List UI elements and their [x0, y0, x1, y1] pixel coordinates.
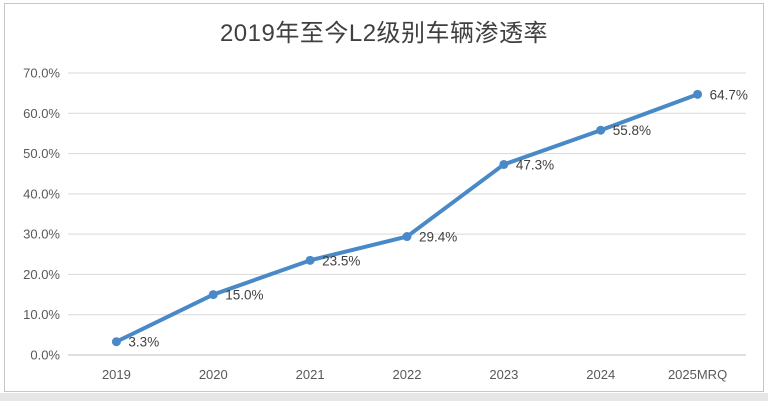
x-tick-label: 2023 — [489, 367, 518, 382]
y-tick-label: 50.0% — [23, 146, 60, 161]
x-tick-label: 2019 — [102, 367, 131, 382]
data-point-label: 55.8% — [613, 123, 651, 138]
y-tick-label: 20.0% — [23, 267, 60, 282]
data-point-label: 3.3% — [128, 335, 159, 350]
data-point-label: 15.0% — [225, 288, 263, 303]
y-tick-label: 70.0% — [23, 66, 60, 81]
data-point-marker — [499, 159, 509, 169]
data-point-label: 23.5% — [322, 253, 360, 268]
data-point-marker — [402, 232, 412, 242]
y-tick-label: 30.0% — [23, 227, 60, 242]
data-point-label: 47.3% — [516, 157, 554, 172]
x-tick-label: 2025MRQ — [668, 367, 727, 382]
data-point-marker — [305, 255, 315, 265]
page-bottom-strip — [0, 393, 768, 401]
x-tick-label: 2021 — [296, 367, 325, 382]
data-point-marker — [111, 337, 121, 347]
chart-title: 2019年至今L2级别车辆渗透率 — [219, 20, 549, 47]
y-tick-label: 0.0% — [30, 348, 60, 363]
x-tick-label: 2024 — [586, 367, 615, 382]
y-tick-label: 40.0% — [23, 186, 60, 201]
data-point-marker — [208, 290, 218, 300]
data-point-marker — [596, 125, 606, 135]
y-tick-label: 10.0% — [23, 307, 60, 322]
x-tick-label: 2020 — [199, 367, 228, 382]
data-point-marker — [693, 89, 703, 99]
y-tick-label: 60.0% — [23, 106, 60, 121]
data-point-label: 29.4% — [419, 230, 457, 245]
data-point-label: 64.7% — [710, 87, 748, 102]
series-line — [114, 92, 700, 344]
chart-object-frame[interactable] — [4, 3, 764, 392]
x-tick-label: 2022 — [393, 367, 422, 382]
